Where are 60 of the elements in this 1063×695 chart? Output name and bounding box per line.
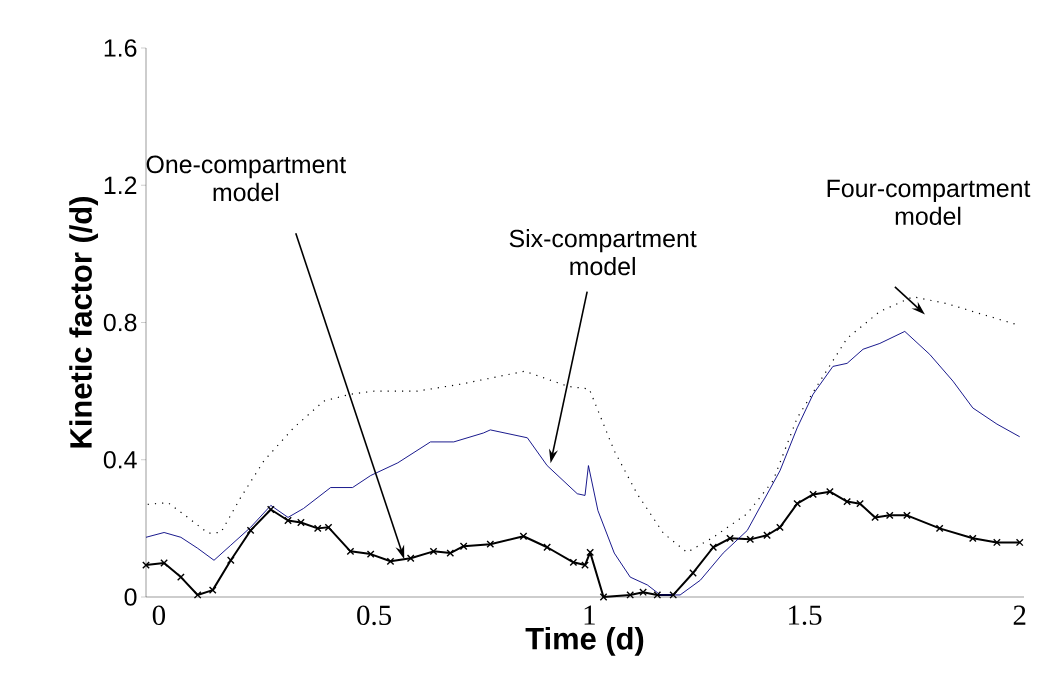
point [193,591,202,599]
point [142,561,150,569]
annotation: Six-compartment model [509,229,697,276]
y-tick-label: 0 [124,588,137,606]
point [968,534,977,543]
point [446,549,455,557]
point [519,532,528,541]
point [429,547,438,556]
point [160,559,168,567]
point [459,542,468,551]
y-tick-label: 1.6 [104,39,137,57]
point [1015,538,1024,547]
x-tick-label: 1 [584,605,595,625]
point [709,543,718,552]
point [226,556,235,565]
point [586,548,595,557]
x-tick-label: 1.5 [789,605,822,625]
point [626,591,635,599]
point [266,505,275,514]
point [324,523,333,532]
x-axis-title: Time (d) [525,626,644,656]
point [581,561,589,569]
x-tick-label: 2 [1013,605,1026,625]
point [486,540,495,549]
point [763,531,771,540]
point [856,499,864,508]
point [669,591,678,599]
y-tick-label: 0.8 [103,313,137,332]
annotation: One-compartment model [146,155,346,202]
point [639,588,647,597]
point [776,523,784,532]
point [569,558,578,567]
point [809,490,817,499]
point [935,524,944,533]
point [826,487,834,496]
point [313,524,322,533]
y-tick-label: 0.4 [103,450,137,469]
point [885,511,894,520]
point [993,538,1001,547]
y-axis-title: Kinetic factor (/d) [69,197,99,448]
point [543,543,552,552]
point [346,547,355,556]
point [366,550,375,558]
point [843,497,851,506]
point [726,534,734,543]
point [871,513,879,522]
point [386,557,395,566]
annotation: Four-compartment model [827,179,1031,226]
point [746,535,755,544]
point [653,591,662,599]
x-tick-label: 0 [152,605,166,626]
y-tick-label: 1.2 [104,176,137,194]
point [689,569,697,577]
point [176,573,185,581]
point [406,554,415,563]
point [793,499,802,508]
line-series [145,330,1021,596]
x-tick-label: 0.5 [357,605,392,626]
point [903,511,911,520]
point [208,586,217,595]
